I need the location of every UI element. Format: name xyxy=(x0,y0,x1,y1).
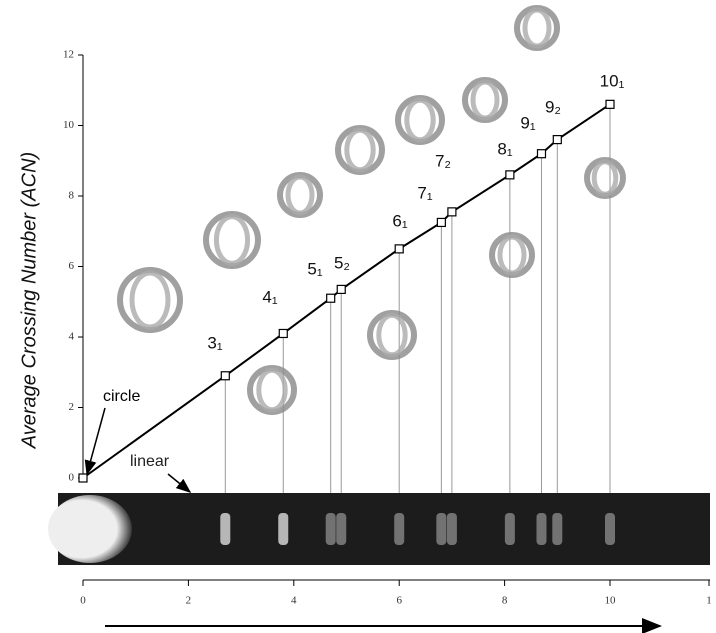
y-tick-label: 2 xyxy=(69,401,75,413)
gel-band xyxy=(552,513,563,545)
knot-image xyxy=(213,214,251,266)
knot-label: 9₁ xyxy=(520,113,535,132)
gel-well xyxy=(48,495,132,563)
annotation-arrow xyxy=(84,407,106,476)
y-tick-label: 6 xyxy=(69,260,75,272)
y-tick-label: 0 xyxy=(69,472,75,484)
gel-band xyxy=(436,513,447,545)
gel-band xyxy=(336,513,347,545)
x-tick-label: 6 xyxy=(396,595,402,607)
gel-band xyxy=(504,513,515,545)
point xyxy=(605,99,615,109)
knot-label: 5₁ xyxy=(307,259,322,278)
point xyxy=(436,217,446,228)
gel-band xyxy=(220,513,231,545)
knot-label: 7₂ xyxy=(435,151,451,170)
knot-label: 7₁ xyxy=(417,183,432,202)
knot-image xyxy=(376,312,408,358)
knot-image xyxy=(285,174,315,216)
gel xyxy=(58,493,710,565)
knot-label: 5₂ xyxy=(334,253,350,272)
knot-image xyxy=(256,367,288,413)
annotation: circle xyxy=(103,388,140,405)
point xyxy=(78,473,88,483)
knot-image xyxy=(344,127,376,173)
knot-image xyxy=(203,211,261,269)
point xyxy=(552,135,562,145)
point xyxy=(447,207,457,217)
annotation-arrow xyxy=(167,473,192,493)
point xyxy=(394,244,404,254)
gel-band xyxy=(446,513,457,545)
point xyxy=(505,170,515,180)
knot-image xyxy=(404,97,436,143)
point xyxy=(220,371,230,381)
point xyxy=(536,149,547,159)
point xyxy=(336,284,346,295)
annotation: linear xyxy=(130,453,170,470)
x-tick-label: 1 xyxy=(706,595,712,607)
x-tick-label: 2 xyxy=(186,595,192,607)
y-tick-label: 12 xyxy=(63,49,74,61)
point xyxy=(278,328,288,339)
y-tick-label: 10 xyxy=(63,119,75,131)
gel-band xyxy=(325,513,336,545)
knot-image xyxy=(591,159,619,197)
gel-band xyxy=(394,513,405,545)
knot-label: 8₁ xyxy=(497,139,512,158)
knot-image xyxy=(522,7,552,49)
knot-label: 3₁ xyxy=(207,333,222,352)
knot-label: 10₁ xyxy=(600,71,625,90)
x-tick-label: 4 xyxy=(291,595,297,607)
x-tick-label: 10 xyxy=(605,595,617,607)
gel-band xyxy=(605,513,615,545)
knot-image xyxy=(470,79,500,121)
y-tick-label: 8 xyxy=(69,190,75,202)
gel-band xyxy=(278,513,289,545)
point xyxy=(326,293,336,303)
knot-image xyxy=(129,270,171,330)
knot-label: 4₁ xyxy=(262,287,277,306)
x-tick-label: 8 xyxy=(502,595,508,607)
knot-label: 9₂ xyxy=(545,97,561,116)
x-tick-label: 0 xyxy=(80,595,86,607)
y-tick-label: 4 xyxy=(69,331,75,343)
knot-label: 6₁ xyxy=(392,211,407,230)
gel-band xyxy=(536,513,547,545)
knot-image xyxy=(117,267,183,333)
y-axis-label: Average Crossing Number (ACN) xyxy=(18,152,40,449)
knot-image xyxy=(497,234,527,276)
